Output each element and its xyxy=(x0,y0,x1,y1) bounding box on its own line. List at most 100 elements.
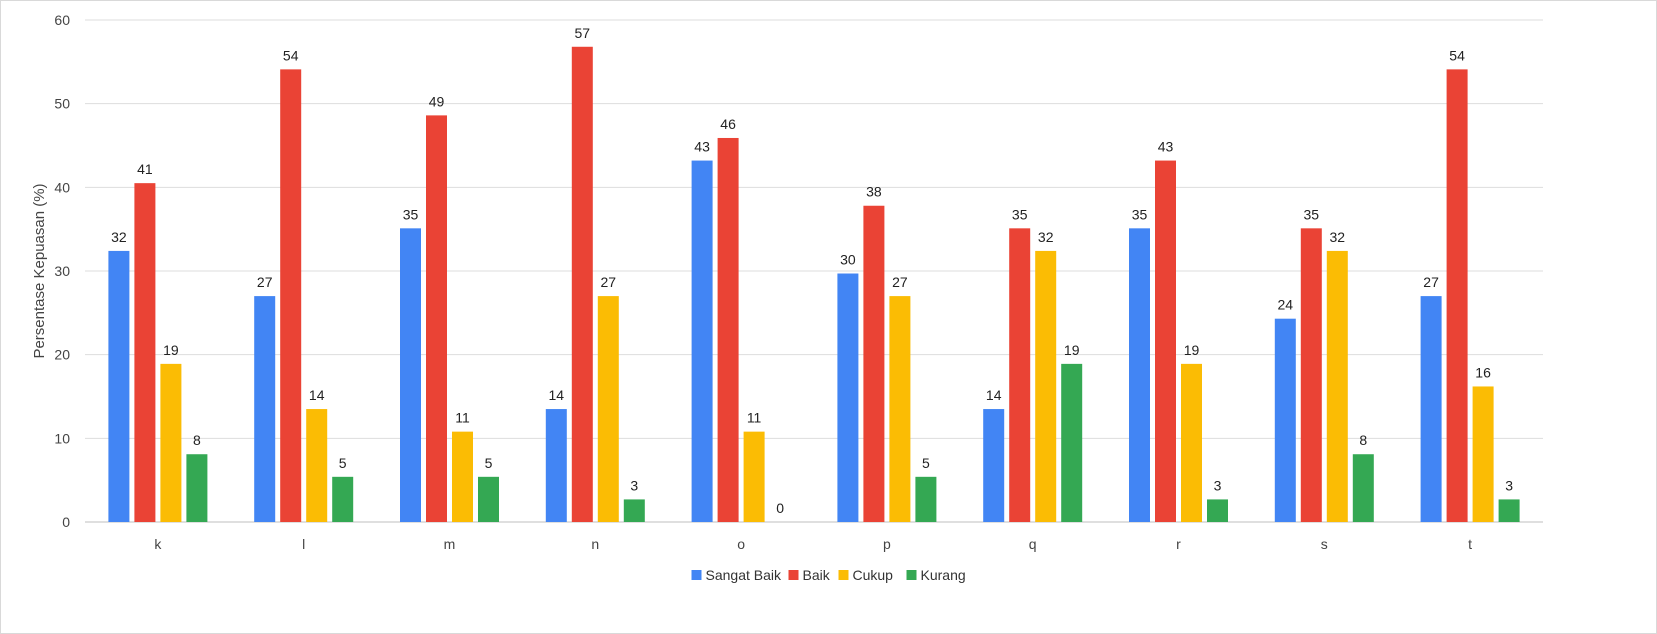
bar-baik-l xyxy=(280,69,302,522)
bar-sangat-baik-p xyxy=(837,273,859,522)
data-label: 16 xyxy=(1475,364,1491,380)
legend-item-baik: Baik xyxy=(788,567,831,583)
bar-baik-k xyxy=(134,183,156,522)
y-axis-ticks: 0 10 20 30 40 50 60 xyxy=(54,12,70,530)
y-tick-label: 30 xyxy=(54,263,70,279)
data-label: 27 xyxy=(257,274,273,290)
bar-kurang-s xyxy=(1352,454,1374,522)
x-tick-label: n xyxy=(591,536,599,552)
data-label: 0 xyxy=(776,500,784,516)
data-label: 27 xyxy=(601,274,617,290)
data-label: 19 xyxy=(1064,342,1080,358)
bar-cukup-q xyxy=(1035,250,1057,523)
legend-label: Baik xyxy=(803,567,831,583)
x-tick-label: l xyxy=(302,536,305,552)
bar-kurang-l xyxy=(332,476,354,522)
data-label: 27 xyxy=(1423,274,1439,290)
bar-cukup-r xyxy=(1181,363,1202,522)
bar-cukup-l xyxy=(306,409,328,522)
data-label: 54 xyxy=(1449,47,1465,63)
bar-baik-o xyxy=(717,137,739,522)
data-label: 35 xyxy=(1132,206,1148,222)
data-label: 46 xyxy=(720,116,736,132)
bar-baik-n xyxy=(571,46,593,522)
bar-cukup-k xyxy=(160,363,182,522)
data-label: 32 xyxy=(111,229,127,245)
bar-sangat-baik-o xyxy=(691,160,713,522)
bar-cukup-m xyxy=(452,431,473,522)
gridlines xyxy=(85,19,1543,523)
data-label: 11 xyxy=(455,410,470,426)
bar-cukup-o xyxy=(743,431,765,522)
data-label: 14 xyxy=(986,387,1002,403)
data-label: 19 xyxy=(163,342,179,358)
data-label: 27 xyxy=(892,274,908,290)
data-label: 54 xyxy=(283,47,299,63)
bar-sangat-baik-s xyxy=(1274,318,1296,522)
y-axis-title: Persentase Kepuasan (%) xyxy=(31,183,48,358)
bar-sangat-baik-r xyxy=(1129,228,1150,522)
bar-cukup-n xyxy=(597,296,619,522)
data-label: 5 xyxy=(339,455,347,471)
bar-kurang-t xyxy=(1498,499,1520,522)
data-label: 32 xyxy=(1330,229,1346,245)
y-tick-label: 50 xyxy=(54,96,70,112)
bar-cukup-p xyxy=(889,296,911,522)
legend-label: Sangat Baik xyxy=(706,567,782,583)
data-label: 11 xyxy=(747,410,762,426)
x-tick-label: m xyxy=(444,536,456,552)
data-labels: 3241198275414535491151457273434611030382… xyxy=(111,25,1513,516)
data-label: 3 xyxy=(1505,477,1513,493)
x-tick-label: o xyxy=(737,536,745,552)
bar-baik-q xyxy=(1009,228,1031,522)
data-label: 5 xyxy=(922,455,930,471)
x-tick-label: s xyxy=(1321,536,1328,552)
bar-sangat-baik-k xyxy=(108,250,130,523)
y-tick-label: 0 xyxy=(62,514,70,530)
y-tick-label: 40 xyxy=(54,179,70,195)
y-tick-label: 10 xyxy=(54,430,70,446)
bar-sangat-baik-m xyxy=(400,228,421,522)
data-label: 35 xyxy=(403,206,419,222)
data-label: 41 xyxy=(137,161,153,177)
y-tick-label: 20 xyxy=(54,347,70,363)
bar-kurang-m xyxy=(478,476,499,522)
data-label: 14 xyxy=(309,387,325,403)
bar-sangat-baik-n xyxy=(545,409,567,522)
data-label: 38 xyxy=(866,184,882,200)
legend-item-cukup: Cukup xyxy=(838,567,894,583)
x-tick-label: t xyxy=(1468,536,1472,552)
data-label: 3 xyxy=(630,477,638,493)
bar-sangat-baik-l xyxy=(254,296,276,522)
bars xyxy=(108,46,1520,523)
bar-sangat-baik-t xyxy=(1420,296,1442,522)
data-label: 30 xyxy=(840,252,856,268)
data-label: 19 xyxy=(1184,342,1200,358)
legend-item-kurang: Kurang xyxy=(906,567,966,583)
legend-label: Kurang xyxy=(921,567,966,583)
data-label: 49 xyxy=(429,93,445,109)
legend-swatch xyxy=(788,570,799,580)
bar-kurang-n xyxy=(623,499,645,522)
bar-cukup-s xyxy=(1326,250,1348,523)
legend-label: Cukup xyxy=(853,567,894,583)
data-label: 43 xyxy=(694,139,710,155)
x-tick-label: p xyxy=(883,536,891,552)
legend-swatch xyxy=(838,570,849,580)
bar-baik-m xyxy=(426,115,447,522)
legend-swatch xyxy=(906,570,917,580)
y-tick-label: 60 xyxy=(54,12,70,28)
bar-kurang-k xyxy=(186,454,208,522)
bar-sangat-baik-q xyxy=(983,409,1005,522)
bar-baik-s xyxy=(1300,228,1322,522)
bar-kurang-p xyxy=(915,476,937,522)
bar-kurang-q xyxy=(1061,363,1083,522)
x-tick-label: k xyxy=(154,536,162,552)
data-label: 43 xyxy=(1158,139,1174,155)
data-label: 3 xyxy=(1214,477,1222,493)
bar-baik-p xyxy=(863,205,885,523)
bar-baik-t xyxy=(1446,69,1468,522)
x-axis-ticks: k l m n o p q r s t xyxy=(154,536,1472,552)
